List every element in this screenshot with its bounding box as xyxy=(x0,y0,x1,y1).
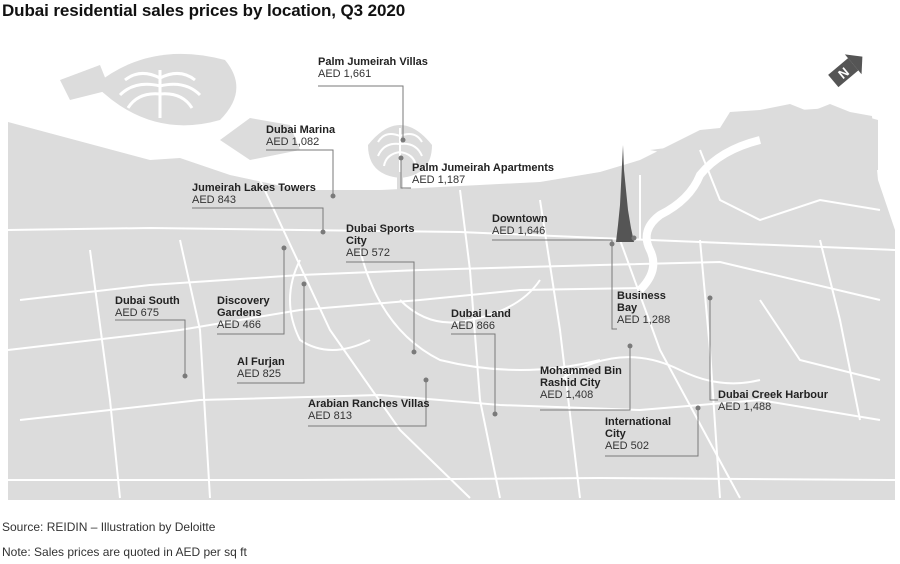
leader-creek-harbour xyxy=(709,298,718,401)
location-price: AED 866 xyxy=(451,320,496,332)
label-jumeirah-lakes-towers: Jumeirah Lakes Towers AED 843 xyxy=(192,182,316,206)
leader-mbr-city xyxy=(540,346,631,411)
marker-jlt xyxy=(320,229,326,235)
location-name: Palm Jumeirah Apartments xyxy=(412,162,555,174)
location-price: AED 1,661 xyxy=(318,68,372,80)
marker-business-bay xyxy=(609,241,615,247)
marker-sports-city xyxy=(411,349,417,355)
label-mohammed-bin-rashid-city: Mohammed Bin Rashid City AED 1,408 xyxy=(540,365,630,401)
location-price: AED 1,408 xyxy=(540,389,594,401)
leader-al-furjan xyxy=(237,284,305,384)
label-international-city: International City AED 502 xyxy=(605,416,685,452)
location-markers xyxy=(182,137,713,417)
footnote: Note: Sales prices are quoted in AED per… xyxy=(2,545,247,559)
location-price: AED 1,646 xyxy=(492,225,546,237)
location-price: AED 813 xyxy=(308,410,353,422)
burj-khalifa-icon xyxy=(616,145,634,242)
marker-palm-apartments xyxy=(398,155,404,161)
label-dubai-creek-harbour: Dubai Creek Harbour AED 1,488 xyxy=(718,389,828,413)
location-name: Discovery Gardens xyxy=(217,295,270,319)
location-name: Palm Jumeirah Villas xyxy=(318,56,428,68)
label-dubai-south: Dubai South AED 675 xyxy=(115,295,180,319)
location-name: Dubai Sports City xyxy=(346,223,415,247)
marker-discovery-gardens xyxy=(281,245,287,251)
leader-business-bay xyxy=(611,244,617,330)
leader-arabian-ranches xyxy=(308,380,427,427)
location-price: AED 572 xyxy=(346,247,391,259)
location-name: Dubai Marina xyxy=(266,124,336,136)
leader-lines xyxy=(115,85,718,457)
source-note: Source: REIDIN – Illustration by Deloitt… xyxy=(2,520,216,534)
leader-palm-apartments xyxy=(400,158,411,189)
marker-creek-harbour xyxy=(707,295,713,301)
label-palm-jumeirah-apartments: Palm Jumeirah Apartments AED 1,187 xyxy=(412,162,554,186)
leader-palm-villas xyxy=(318,85,404,140)
location-price: AED 843 xyxy=(192,194,237,206)
label-al-furjan: Al Furjan AED 825 xyxy=(237,356,285,380)
label-dubai-land: Dubai Land AED 866 xyxy=(451,308,511,332)
location-price: AED 675 xyxy=(115,307,160,319)
label-arabian-ranches-villas: Arabian Ranches Villas AED 813 xyxy=(308,398,429,422)
dubai-creek xyxy=(637,136,761,293)
marker-dubai-marina xyxy=(330,193,336,199)
marker-dubai-south xyxy=(182,373,188,379)
marker-palm-villas xyxy=(400,137,406,143)
location-name: Downtown xyxy=(492,213,548,225)
marker-arabian-ranches xyxy=(423,377,429,383)
location-price: AED 1,187 xyxy=(412,174,466,186)
marker-international-city xyxy=(695,405,701,411)
marker-dubai-land xyxy=(492,411,498,417)
location-name: Jumeirah Lakes Towers xyxy=(192,182,316,194)
leader-dubai-marina xyxy=(266,149,334,196)
location-name: Business Bay xyxy=(617,290,666,314)
leader-dubai-land xyxy=(451,333,496,414)
location-name: International City xyxy=(605,416,672,440)
label-dubai-sports-city: Dubai Sports City AED 572 xyxy=(346,223,426,259)
location-price: AED 1,082 xyxy=(266,136,320,148)
north-land xyxy=(650,108,878,175)
leader-jlt xyxy=(192,207,324,232)
location-price: AED 1,488 xyxy=(718,401,772,413)
palm-jebel-ali-fronds xyxy=(118,70,202,118)
location-name: Arabian Ranches Villas xyxy=(308,398,430,410)
location-name: Mohammed Bin Rashid City xyxy=(540,365,622,389)
location-name: Dubai Creek Harbour xyxy=(718,389,829,401)
marker-mbr-city xyxy=(627,343,633,349)
label-business-bay: Business Bay AED 1,288 xyxy=(617,290,677,326)
road-network xyxy=(7,149,896,499)
location-price: AED 825 xyxy=(237,368,282,380)
label-dubai-marina: Dubai Marina AED 1,082 xyxy=(266,124,335,148)
location-name: Al Furjan xyxy=(237,356,285,368)
leader-discovery-gardens xyxy=(217,248,285,335)
location-price: AED 1,288 xyxy=(617,314,671,326)
marker-downtown xyxy=(631,235,637,241)
location-name: Dubai Land xyxy=(451,308,511,320)
leader-sports-city xyxy=(346,261,415,352)
palm-jumeirah-fronds xyxy=(377,128,423,172)
marker-al-furjan xyxy=(301,281,307,287)
location-price: AED 502 xyxy=(605,440,650,452)
location-price: AED 466 xyxy=(217,319,262,331)
map-title: Dubai residential sales prices by locati… xyxy=(2,1,406,20)
north-arrow-icon: N xyxy=(828,54,863,88)
palm-jebel-ali xyxy=(60,53,237,126)
label-discovery-gardens: Discovery Gardens AED 466 xyxy=(217,295,281,331)
leader-international-city xyxy=(605,408,699,457)
location-name: Dubai South xyxy=(115,295,180,307)
label-downtown: Downtown AED 1,646 xyxy=(492,213,548,237)
leader-dubai-south xyxy=(115,319,186,376)
label-palm-jumeirah-villas: Palm Jumeirah Villas AED 1,661 xyxy=(318,56,428,80)
